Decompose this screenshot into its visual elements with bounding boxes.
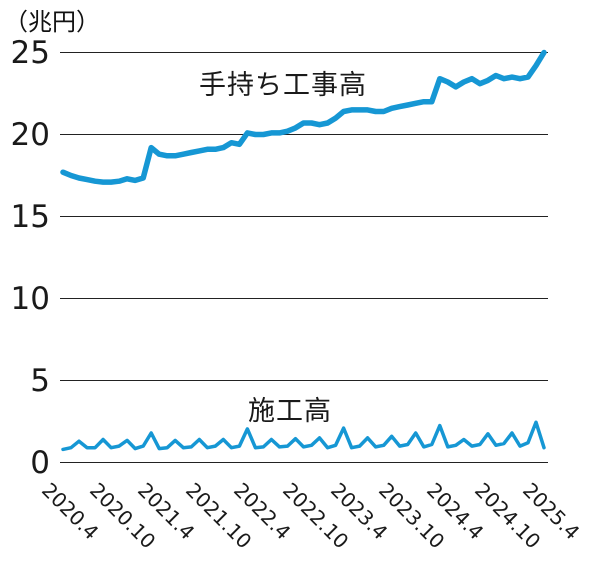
y-tick-label-10: 10: [10, 280, 50, 317]
series-line-1: [61, 420, 546, 452]
y-tick-label-15: 15: [10, 198, 50, 235]
y-tick-label-25: 25: [10, 34, 50, 71]
series-label-output: 施工高: [248, 396, 332, 427]
y-tick-label-20: 20: [10, 116, 50, 153]
series-line-0: [60, 49, 547, 185]
y-tick-label-5: 5: [30, 362, 50, 399]
y-axis-unit-label: （兆円）: [4, 8, 100, 36]
series-label-backlog: 手持ち工事高: [199, 70, 367, 101]
y-tick-label-0: 0: [30, 444, 50, 481]
